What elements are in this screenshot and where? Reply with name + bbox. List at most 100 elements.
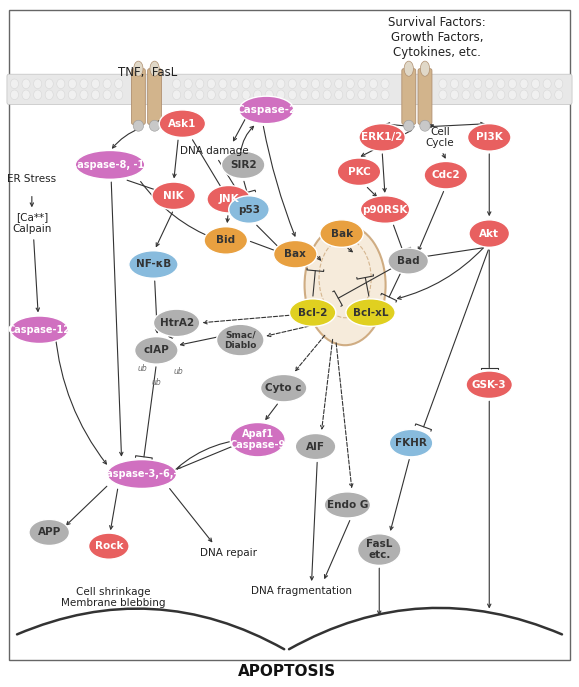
Text: Apaf1
Caspase-9: Apaf1 Caspase-9	[229, 429, 286, 451]
Text: p53: p53	[238, 205, 260, 214]
Text: NF-κB: NF-κB	[136, 260, 171, 269]
Circle shape	[22, 90, 30, 100]
Ellipse shape	[217, 324, 264, 356]
Circle shape	[369, 90, 378, 100]
Ellipse shape	[389, 429, 433, 457]
Circle shape	[323, 90, 331, 100]
Circle shape	[184, 90, 192, 100]
Circle shape	[508, 79, 516, 89]
Circle shape	[485, 90, 493, 100]
Circle shape	[184, 79, 192, 89]
Circle shape	[34, 79, 42, 89]
Text: cIAP: cIAP	[144, 346, 169, 355]
Text: Endo G: Endo G	[327, 500, 368, 510]
Circle shape	[115, 90, 123, 100]
Ellipse shape	[469, 220, 510, 247]
Circle shape	[196, 79, 204, 89]
Text: HtrA2: HtrA2	[160, 318, 193, 328]
Circle shape	[242, 90, 250, 100]
Ellipse shape	[134, 337, 178, 364]
Text: Cdc2: Cdc2	[431, 170, 460, 180]
Circle shape	[300, 90, 308, 100]
Circle shape	[450, 90, 459, 100]
Ellipse shape	[134, 61, 143, 76]
Text: PKC: PKC	[347, 167, 371, 177]
Text: DNA repair: DNA repair	[200, 548, 257, 558]
Ellipse shape	[359, 124, 405, 151]
Text: p90RSK: p90RSK	[362, 205, 408, 214]
Text: SIR2: SIR2	[230, 160, 256, 170]
Text: Bak: Bak	[331, 229, 353, 238]
Text: ER Stress: ER Stress	[8, 174, 56, 183]
Circle shape	[10, 90, 19, 100]
Circle shape	[462, 90, 470, 100]
Text: Smac/
Diablo: Smac/ Diablo	[224, 330, 256, 350]
Circle shape	[277, 90, 285, 100]
Text: Bcl-2: Bcl-2	[298, 308, 327, 317]
Ellipse shape	[420, 61, 430, 76]
Ellipse shape	[388, 248, 428, 274]
Circle shape	[115, 79, 123, 89]
Text: APOPTOSIS: APOPTOSIS	[237, 664, 336, 679]
Ellipse shape	[420, 120, 430, 131]
Circle shape	[555, 90, 563, 100]
Ellipse shape	[239, 96, 294, 124]
FancyBboxPatch shape	[402, 69, 416, 124]
Circle shape	[103, 79, 111, 89]
Text: Cell
Cycle: Cell Cycle	[426, 126, 455, 148]
Text: Bid: Bid	[216, 236, 236, 245]
Circle shape	[242, 79, 250, 89]
Circle shape	[485, 79, 493, 89]
Circle shape	[381, 90, 389, 100]
Text: ub: ub	[152, 378, 162, 387]
Circle shape	[497, 79, 505, 89]
Circle shape	[346, 90, 354, 100]
Ellipse shape	[159, 110, 206, 137]
Circle shape	[520, 90, 528, 100]
Text: TNF,  FasL: TNF, FasL	[118, 66, 177, 78]
Ellipse shape	[320, 220, 363, 247]
Text: JNK: JNK	[218, 194, 239, 204]
Circle shape	[196, 90, 204, 100]
Circle shape	[207, 90, 215, 100]
Ellipse shape	[149, 120, 160, 131]
Circle shape	[219, 90, 227, 100]
Circle shape	[543, 90, 551, 100]
Ellipse shape	[152, 182, 195, 210]
Circle shape	[381, 79, 389, 89]
Text: Cell shrinkage
Membrane blebbing: Cell shrinkage Membrane blebbing	[61, 587, 165, 609]
Ellipse shape	[75, 150, 145, 179]
Circle shape	[300, 79, 308, 89]
Text: [Ca**]
Calpain: [Ca**] Calpain	[12, 212, 52, 234]
Circle shape	[323, 79, 331, 89]
Circle shape	[230, 90, 239, 100]
Circle shape	[288, 79, 296, 89]
Circle shape	[68, 79, 76, 89]
Circle shape	[474, 79, 482, 89]
Circle shape	[265, 79, 273, 89]
Circle shape	[254, 79, 262, 89]
Circle shape	[288, 90, 296, 100]
Circle shape	[207, 79, 215, 89]
Text: ub: ub	[138, 364, 148, 373]
Text: Akt: Akt	[479, 229, 499, 238]
Text: ub: ub	[174, 368, 184, 376]
Circle shape	[45, 90, 53, 100]
Circle shape	[57, 90, 65, 100]
Circle shape	[173, 90, 181, 100]
Text: GSK-3: GSK-3	[472, 380, 507, 390]
Ellipse shape	[274, 240, 317, 268]
Text: Caspase-2: Caspase-2	[236, 105, 296, 115]
Circle shape	[358, 79, 366, 89]
Circle shape	[10, 79, 19, 89]
Circle shape	[462, 79, 470, 89]
Circle shape	[474, 90, 482, 100]
Circle shape	[312, 90, 320, 100]
Circle shape	[335, 90, 343, 100]
Circle shape	[508, 90, 516, 100]
Circle shape	[173, 79, 181, 89]
Text: DNA fragmentation: DNA fragmentation	[251, 586, 351, 596]
Ellipse shape	[129, 251, 178, 278]
Ellipse shape	[360, 196, 410, 223]
Circle shape	[277, 79, 285, 89]
